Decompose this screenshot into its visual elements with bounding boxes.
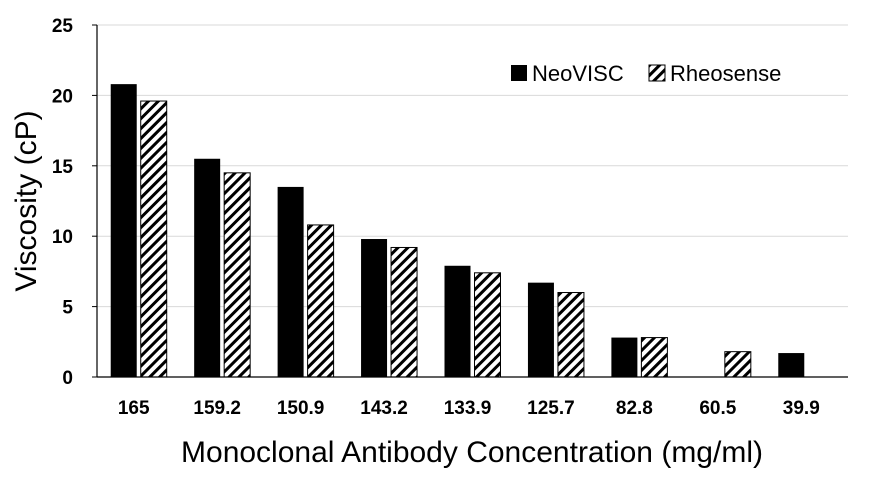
bar-rheosense-150.9 — [307, 224, 335, 378]
bar-neovisc-133.9 — [444, 265, 471, 377]
y-tick-label: 25 — [52, 16, 74, 37]
bar-neovisc-159.2 — [194, 158, 221, 377]
bar-neovisc-143.2 — [361, 239, 388, 377]
x-tick-label: 39.9 — [783, 398, 820, 419]
bar-rheosense-133.9 — [474, 272, 501, 378]
legend-swatch-neovisc — [511, 65, 527, 81]
legend-swatch-rheosense — [648, 64, 666, 82]
y-tick-label: 5 — [62, 298, 73, 319]
legend-label-rheosense: Rheosense — [670, 61, 781, 86]
legend-label-neovisc: NeoVISC — [532, 61, 624, 86]
x-tick-label: 165 — [118, 398, 150, 419]
axes — [92, 24, 848, 378]
y-tick-label: 20 — [52, 86, 73, 107]
x-tick-label: 143.2 — [360, 398, 408, 419]
x-tick-label: 125.7 — [527, 398, 575, 419]
y-tick-label: 15 — [52, 157, 74, 178]
y-axis-title: Viscosity (cP) — [10, 110, 43, 291]
bars — [110, 84, 805, 378]
bar-neovisc-150.9 — [277, 186, 304, 377]
x-axis-title: Monoclonal Antibody Concentration (mg/ml… — [181, 436, 763, 469]
legend: NeoVISC Rheosense — [511, 61, 781, 86]
gridlines — [97, 24, 848, 308]
bar-neovisc-125.7 — [527, 282, 554, 377]
bar-rheosense-165 — [140, 100, 168, 378]
bar-neovisc-82.8 — [611, 337, 638, 377]
x-tick-label: 159.2 — [193, 398, 241, 419]
y-tick-label: 0 — [62, 368, 73, 389]
bar-rheosense-125.7 — [557, 292, 585, 378]
bar-rheosense-60.5 — [724, 351, 752, 378]
x-tick-label: 150.9 — [277, 398, 325, 419]
tick-labels: 0 5 10 15 20 25 165 159.2 150.9 143.2 133.9 125.7 82… — [52, 16, 820, 419]
x-tick-label: 82.8 — [616, 398, 653, 419]
bar-rheosense-159.2 — [223, 172, 251, 378]
bar-neovisc-39.9 — [778, 353, 805, 377]
x-tick-label: 60.5 — [699, 398, 736, 419]
y-tick-label: 10 — [52, 227, 73, 248]
bar-rheosense-82.8 — [640, 337, 668, 378]
x-tick-label: 133.9 — [444, 398, 492, 419]
bar-neovisc-165 — [110, 84, 137, 378]
bar-rheosense-143.2 — [390, 246, 418, 378]
